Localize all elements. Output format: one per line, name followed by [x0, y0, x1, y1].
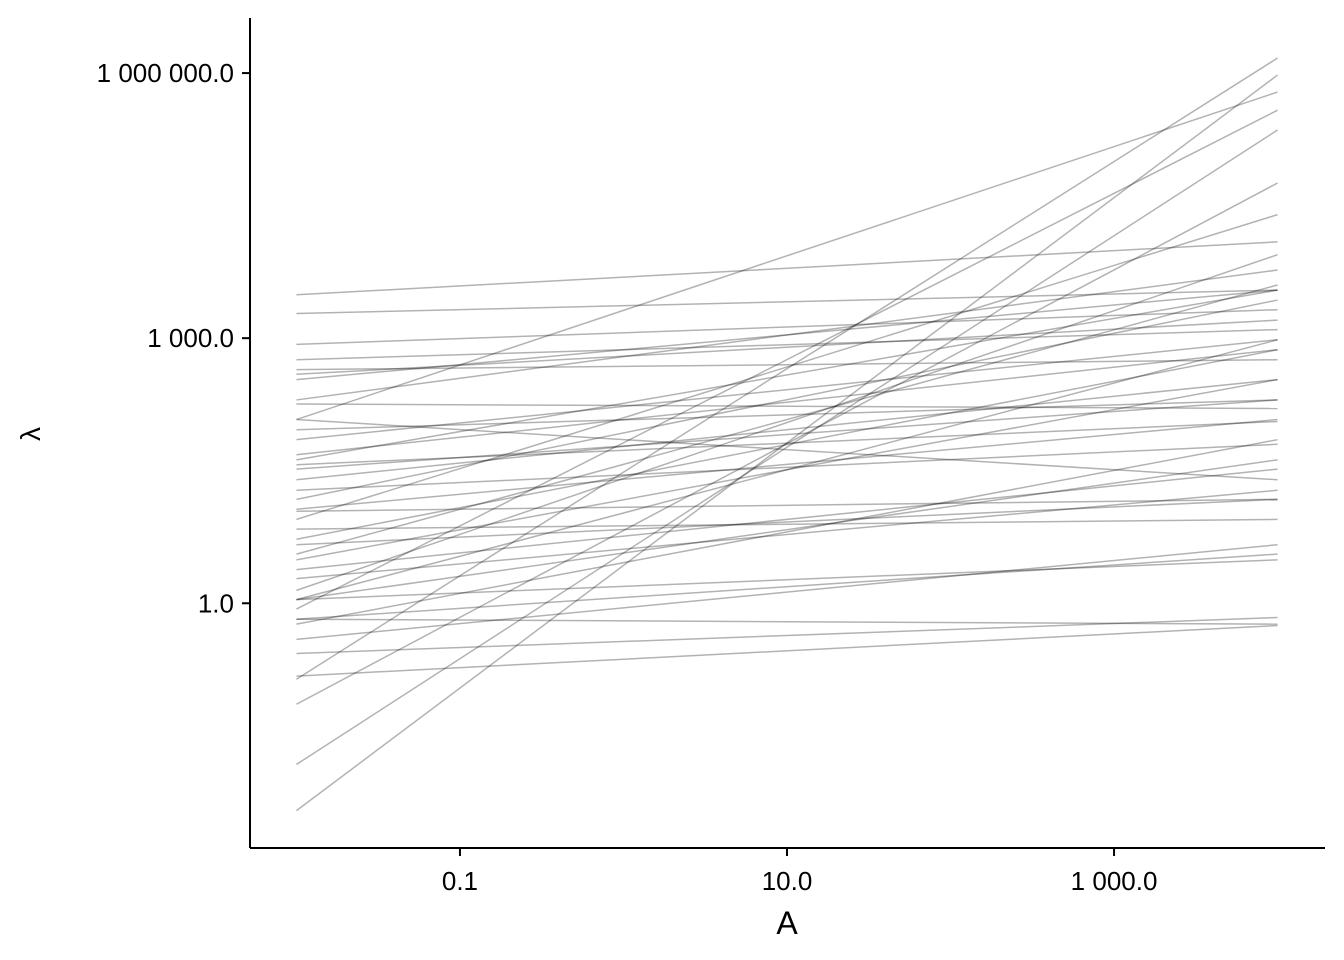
- y-tick-label: 1 000 000.0: [97, 58, 234, 88]
- series-line: [296, 489, 1278, 580]
- x-tick-label: 1 000.0: [1071, 866, 1158, 896]
- y-axis-title: λ: [15, 427, 46, 441]
- series-line: [295, 74, 1279, 812]
- series-line: [296, 543, 1278, 641]
- series-line: [296, 284, 1278, 555]
- series-line: [296, 418, 1278, 510]
- series-line: [296, 498, 1278, 512]
- series-line: [296, 378, 1278, 481]
- series-line: [296, 618, 1278, 625]
- series-line: [296, 289, 1278, 381]
- series-line: [296, 182, 1278, 705]
- series-line: [296, 348, 1278, 541]
- series-line: [296, 308, 1278, 346]
- series-line: [296, 498, 1278, 546]
- series-line: [296, 289, 1278, 315]
- series-line: [296, 399, 1278, 470]
- series-line: [296, 339, 1278, 601]
- series-line: [296, 109, 1278, 610]
- series-line: [296, 624, 1278, 677]
- series-line: [296, 254, 1278, 592]
- series-line: [296, 269, 1278, 401]
- series-line: [296, 420, 1278, 466]
- y-tick-label: 1.0: [198, 588, 234, 618]
- x-tick-label: 0.1: [442, 866, 478, 896]
- series-line: [296, 443, 1278, 492]
- series-line: [296, 289, 1278, 461]
- series-line: [296, 559, 1278, 601]
- series-line: [296, 518, 1278, 530]
- y-tick-label: 1 000.0: [147, 323, 234, 353]
- series-line: [296, 403, 1278, 410]
- series-line: [296, 378, 1278, 561]
- x-tick-label: 10.0: [762, 866, 813, 896]
- series-line: [296, 553, 1278, 620]
- series-line: [296, 241, 1278, 296]
- series-line: [296, 358, 1278, 371]
- series-line: [296, 57, 1278, 680]
- series-line: [296, 438, 1278, 625]
- series-line: [296, 418, 1278, 481]
- series-line: [296, 328, 1278, 361]
- series-line: [296, 319, 1278, 376]
- series-line: [296, 213, 1278, 521]
- series-line: [296, 468, 1278, 571]
- x-axis-title: A: [776, 905, 798, 941]
- series-line: [296, 399, 1278, 431]
- series-line: [296, 91, 1278, 421]
- series-line: [296, 348, 1278, 456]
- series-line: [296, 459, 1278, 601]
- series-line: [296, 616, 1278, 655]
- series-line: [296, 299, 1278, 501]
- series-line: [296, 129, 1278, 766]
- series-line: [296, 338, 1278, 441]
